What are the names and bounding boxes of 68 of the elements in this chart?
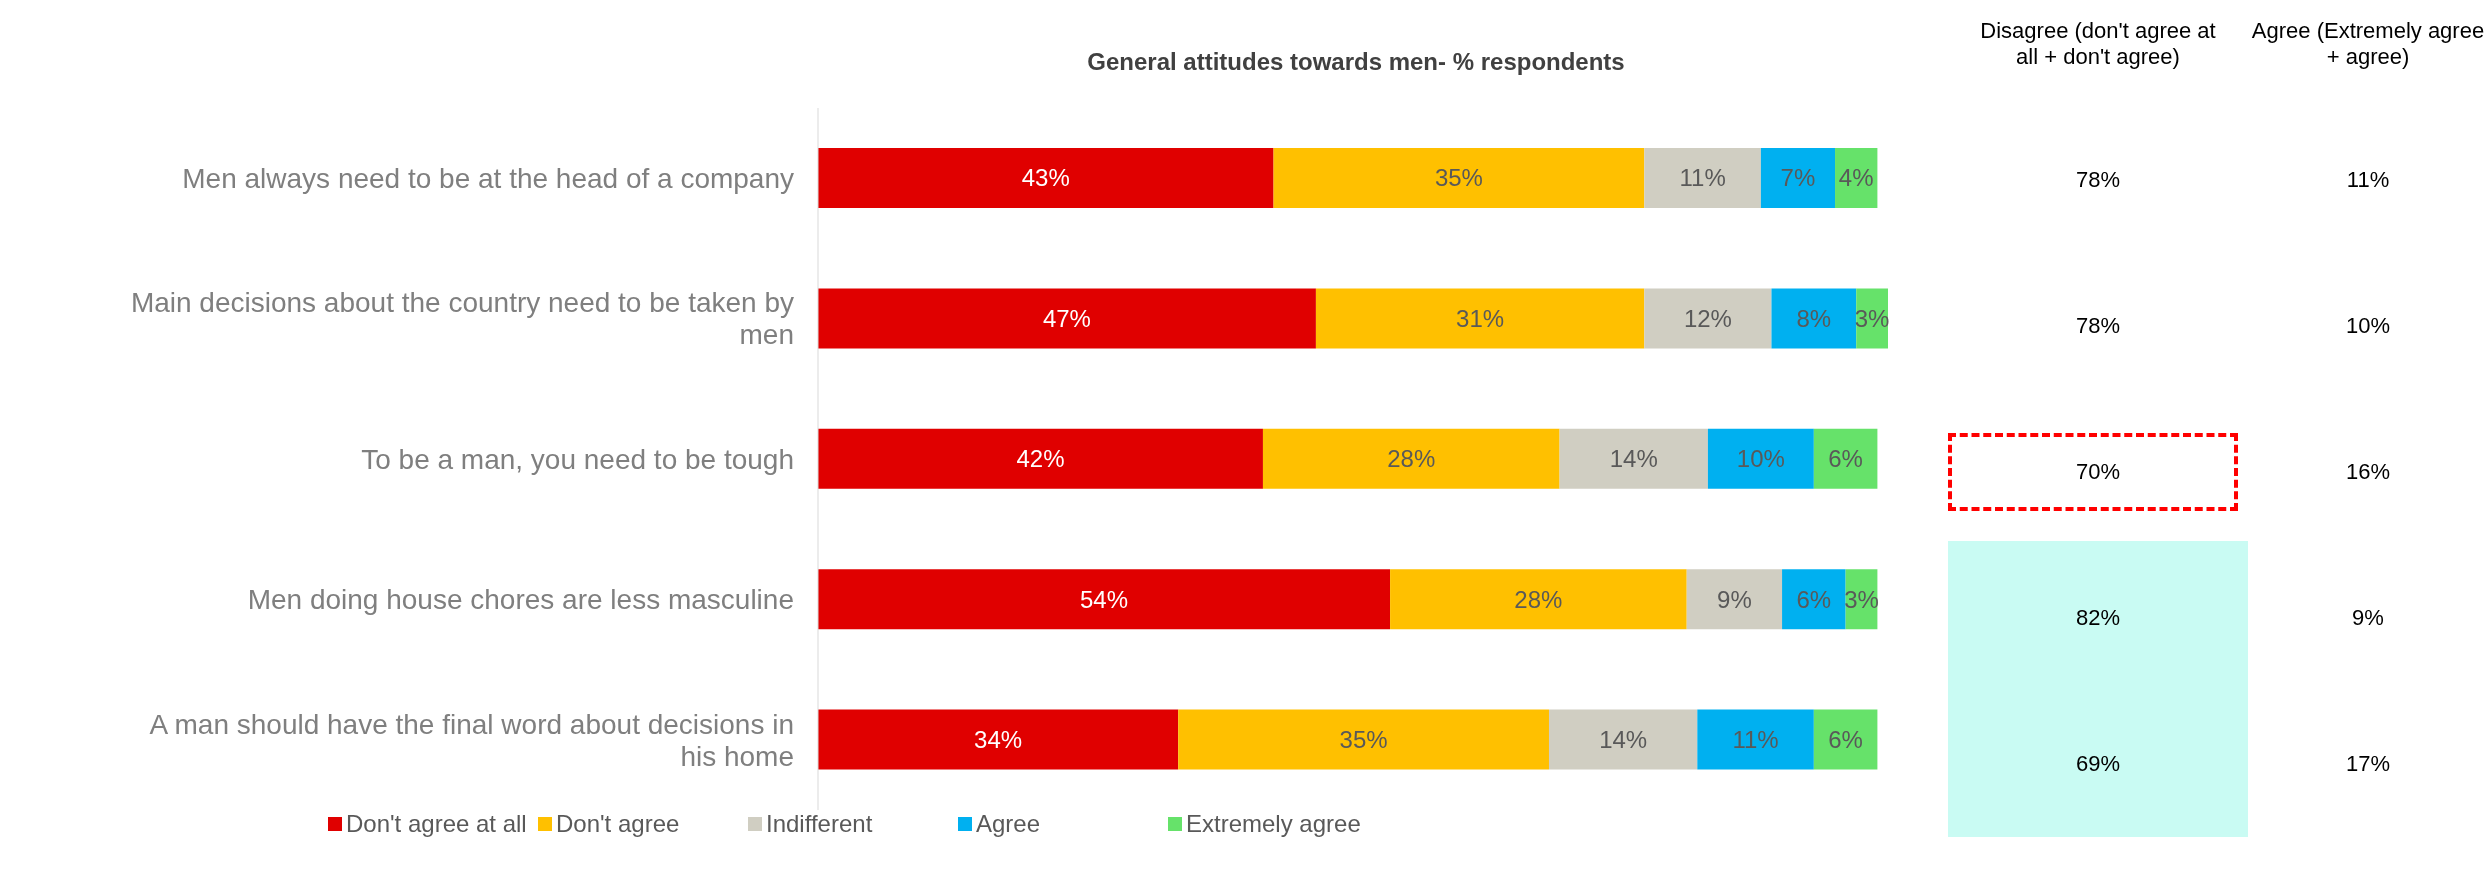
data-label: 54% <box>1080 585 1129 613</box>
y-tick-label: A man should have the final word about decisions in his home <box>149 708 794 772</box>
data-label: 11% <box>1679 164 1726 192</box>
text: 17% <box>2344 751 2391 777</box>
data-label: 43% <box>1021 164 1070 192</box>
text: 78% <box>2074 167 2121 193</box>
y-tick-label: Main decisions about the country need to be taken by men <box>130 287 794 351</box>
bar <box>818 569 1391 630</box>
data-label: 6% <box>1796 585 1832 613</box>
data-label: 28% <box>1514 585 1563 613</box>
bar <box>818 288 1316 349</box>
bar <box>1813 428 1878 489</box>
data-label: 4% <box>1838 164 1874 192</box>
data-label: 35% <box>1339 726 1388 753</box>
data-label: 34% <box>974 726 1023 753</box>
text: 70% <box>2074 459 2121 485</box>
bar <box>1707 428 1814 489</box>
text: 16% <box>2344 459 2391 485</box>
bar <box>1262 428 1560 489</box>
data-label: 11% <box>1732 726 1779 753</box>
text: 69% <box>2074 751 2121 777</box>
data-label: 8% <box>1796 304 1832 332</box>
bar <box>1644 148 1761 208</box>
text: 78% <box>2074 313 2121 339</box>
bar <box>1813 709 1878 770</box>
data-label: 35% <box>1434 164 1483 192</box>
text: 82% <box>2074 605 2121 631</box>
bar <box>1315 288 1645 349</box>
text: 10% <box>2344 313 2391 339</box>
bar <box>1559 428 1708 489</box>
text: 11% <box>2345 167 2391 193</box>
data-label: 14% <box>1599 726 1648 753</box>
bar <box>1782 569 1846 630</box>
bar <box>1686 569 1783 630</box>
bar <box>818 428 1263 489</box>
data-label: 28% <box>1387 445 1436 473</box>
data-label: 10% <box>1736 445 1785 473</box>
data-label: 42% <box>1016 445 1065 473</box>
data-label: 14% <box>1609 445 1658 473</box>
data-label: 9% <box>1717 585 1752 613</box>
bar <box>1178 709 1549 770</box>
text: Disagree (don't agree at all + don't agree) <box>1979 18 2217 70</box>
bar <box>1760 148 1836 208</box>
bar <box>1273 148 1645 208</box>
data-label: 6% <box>1828 445 1863 473</box>
bar <box>1644 288 1772 349</box>
chart-title: General attitudes towards men- % respondents <box>1086 48 1626 76</box>
legend-label: Extremely agree <box>1185 810 1362 838</box>
bar <box>818 709 1179 770</box>
bar <box>1771 288 1857 349</box>
legend-label: Indifferent <box>765 810 874 838</box>
data-label: 12% <box>1683 304 1732 332</box>
y-tick-label: Men doing house chores are less masculine <box>247 584 794 616</box>
bar <box>1548 709 1698 770</box>
data-label: 6% <box>1828 726 1863 753</box>
text: 9% <box>2351 605 2385 631</box>
bar <box>1697 709 1814 770</box>
data-label: 31% <box>1456 304 1505 332</box>
legend-label: Agree <box>975 810 1042 838</box>
legend-label: Don't agree at all <box>345 810 528 838</box>
bar <box>818 148 1274 208</box>
text: Agree (Extremely agree + agree) <box>2250 18 2486 70</box>
legend-label: Don't agree <box>555 810 681 838</box>
y-tick-label: Men always need to be at the head of a company <box>182 163 794 194</box>
bar <box>1390 569 1687 630</box>
data-label: 7% <box>1780 164 1816 192</box>
y-tick-label: To be a man, you need to be tough <box>361 443 794 475</box>
data-label: 47% <box>1042 304 1091 332</box>
